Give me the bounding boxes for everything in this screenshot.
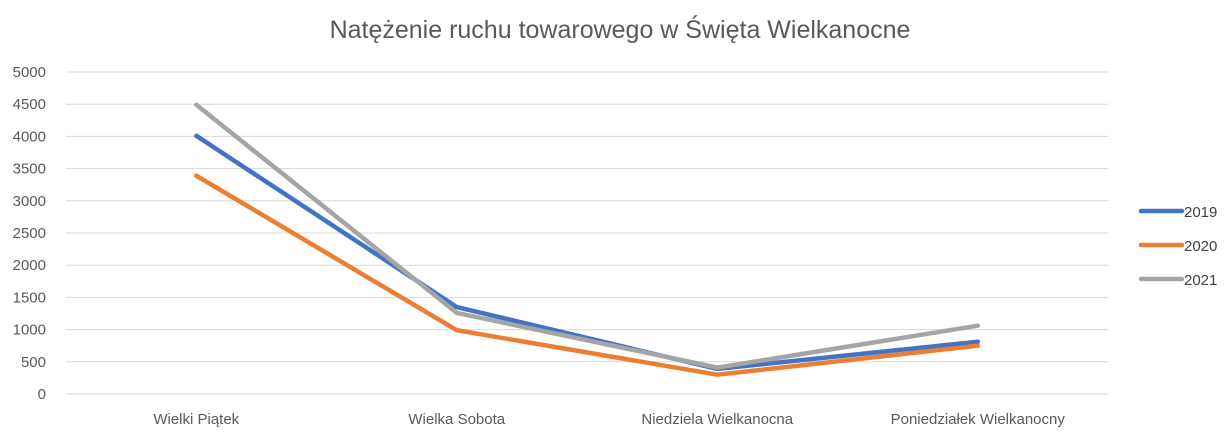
y-tick-label: 500 [21,354,46,371]
legend-label: 2019 [1184,204,1217,221]
y-tick-label: 2500 [13,225,46,242]
x-tick-label: Wielka Sobota [408,411,505,428]
y-tick-label: 1500 [13,289,46,306]
series-line-2021 [194,102,981,370]
legend-label: 2021 [1184,272,1217,289]
y-tick-label: 3500 [13,161,46,178]
legend: 2019 2020 2021 [1138,204,1217,289]
chart-title: Natężenie ruchu towarowego w Święta Wiel… [330,14,911,44]
x-tick-label: Niedziela Wielkanocna [641,411,793,428]
y-tick-label: 5000 [13,64,46,81]
y-axis-tick-labels: 0 500 1000 1500 2000 2500 3000 3500 4000 4500 5000 [13,64,46,403]
y-tick-label: 1000 [13,322,46,339]
y-tick-label: 4000 [13,128,46,145]
y-tick-label: 4500 [13,96,46,113]
x-tick-label: Poniedziałek Wielkanocny [891,411,1066,428]
legend-label: 2020 [1184,238,1217,255]
series-line-2019 [194,133,981,372]
series-layer [194,102,981,377]
x-tick-label: Wielki Piątek [153,411,239,428]
series-line-2020 [194,173,981,377]
y-tick-label: 0 [38,386,46,403]
y-tick-label: 3000 [13,193,46,210]
y-tick-label: 2000 [13,257,46,274]
x-axis-tick-labels: Wielki Piątek Wielka Sobota Niedziela Wiel… [153,411,1065,428]
